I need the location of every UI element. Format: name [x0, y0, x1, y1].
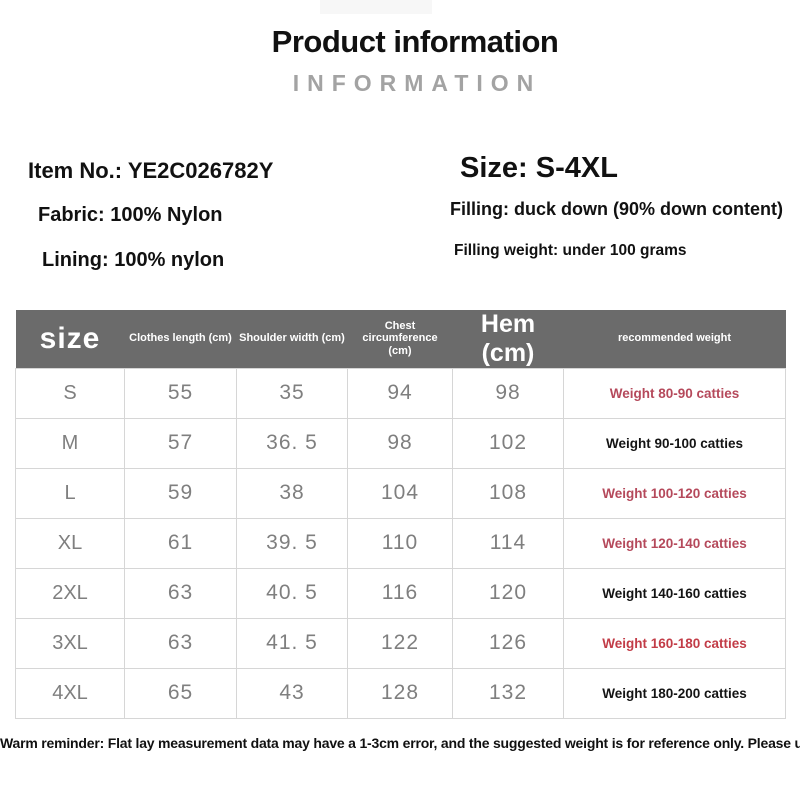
chest-cell: 116 — [347, 567, 453, 619]
chest-cell: 128 — [347, 667, 453, 719]
size-cell: S — [15, 367, 125, 419]
clothes-length-cell: 59 — [124, 467, 237, 519]
filling-weight-info: Filling weight: under 100 grams — [454, 242, 687, 259]
item-number: Item No.: YE2C026782Y — [28, 158, 274, 183]
warm-reminder: Warm reminder: Flat lay measurement data… — [0, 735, 800, 751]
col-header-recommended-weight: recommended weight — [563, 310, 786, 368]
table-row-xl: XL 61 39. 5 110 114 Weight 120-140 catti… — [15, 517, 786, 569]
shoulder-width-cell: 41. 5 — [236, 617, 348, 669]
shoulder-width-cell: 40. 5 — [236, 567, 348, 619]
filling-info: Filling: duck down (90% down content) — [450, 199, 783, 219]
top-image-remnant — [320, 0, 432, 14]
clothes-length-cell: 63 — [124, 567, 237, 619]
table-row-4xl: 4XL 65 43 128 132 Weight 180-200 catties — [15, 667, 786, 719]
size-cell: XL — [15, 517, 125, 569]
table-row-2xl: 2XL 63 40. 5 116 120 Weight 140-160 catt… — [15, 567, 786, 619]
col-header-hem: Hem (cm) — [452, 310, 564, 368]
table-row-3xl: 3XL 63 41. 5 122 126 Weight 160-180 catt… — [15, 617, 786, 669]
size-cell: L — [15, 467, 125, 519]
chest-cell: 110 — [347, 517, 453, 569]
size-table: size Clothes length (cm) Shoulder width … — [15, 310, 786, 719]
size-cell: 3XL — [15, 617, 125, 669]
chest-cell: 98 — [347, 417, 453, 469]
shoulder-width-cell: 36. 5 — [236, 417, 348, 469]
shoulder-width-cell: 39. 5 — [236, 517, 348, 569]
clothes-length-cell: 55 — [124, 367, 237, 419]
weight-cell: Weight 140-160 catties — [563, 567, 786, 619]
page-title: Product information — [271, 24, 559, 59]
size-range: Size: S-4XL — [460, 152, 618, 184]
shoulder-width-cell: 43 — [236, 667, 348, 719]
col-header-clothes-length: Clothes length (cm) — [124, 310, 237, 368]
weight-cell: Weight 90-100 catties — [563, 417, 786, 469]
fabric-info: Fabric: 100% Nylon — [38, 204, 223, 226]
product-details-left: Item No.: YE2C026782Y Fabric: 100% Nylon… — [28, 158, 273, 272]
clothes-length-cell: 61 — [124, 517, 237, 569]
size-cell: M — [15, 417, 125, 469]
size-cell: 4XL — [15, 667, 125, 719]
weight-cell: Weight 120-140 catties — [563, 517, 786, 569]
chest-cell: 94 — [347, 367, 453, 419]
hem-cell: 98 — [452, 367, 564, 419]
hem-cell: 102 — [452, 417, 564, 469]
hem-cell: 108 — [452, 467, 564, 519]
page-subtitle: INFORMATION — [292, 70, 542, 96]
product-details-right: Size: S-4XL Filling: duck down (90% down… — [450, 152, 783, 260]
shoulder-width-cell: 35 — [236, 367, 348, 419]
chest-cell: 104 — [347, 467, 453, 519]
hem-cell: 126 — [452, 617, 564, 669]
col-header-shoulder-width: Shoulder width (cm) — [236, 310, 348, 368]
page-header: Product information INFORMATION — [0, 24, 800, 97]
hem-cell: 114 — [452, 517, 564, 569]
weight-cell: Weight 180-200 catties — [563, 667, 786, 719]
col-header-size: size — [15, 310, 125, 368]
table-row-l: L 59 38 104 108 Weight 100-120 catties — [15, 467, 786, 519]
table-row-s: S 55 35 94 98 Weight 80-90 catties — [15, 367, 786, 419]
clothes-length-cell: 65 — [124, 667, 237, 719]
clothes-length-cell: 57 — [124, 417, 237, 469]
size-table-header: size Clothes length (cm) Shoulder width … — [15, 310, 786, 368]
size-cell: 2XL — [15, 567, 125, 619]
page-footer: Warm reminder: Flat lay measurement data… — [0, 735, 800, 751]
col-header-chest-circumference: Chest circumference (cm) — [347, 310, 453, 368]
table-row-m: M 57 36. 5 98 102 Weight 90-100 catties — [15, 417, 786, 469]
weight-cell: Weight 100-120 catties — [563, 467, 786, 519]
lining-info: Lining: 100% nylon — [42, 249, 225, 271]
hem-cell: 120 — [452, 567, 564, 619]
clothes-length-cell: 63 — [124, 617, 237, 669]
chest-cell: 122 — [347, 617, 453, 669]
weight-cell: Weight 160-180 catties — [563, 617, 786, 669]
hem-cell: 132 — [452, 667, 564, 719]
weight-cell: Weight 80-90 catties — [563, 367, 786, 419]
shoulder-width-cell: 38 — [236, 467, 348, 519]
